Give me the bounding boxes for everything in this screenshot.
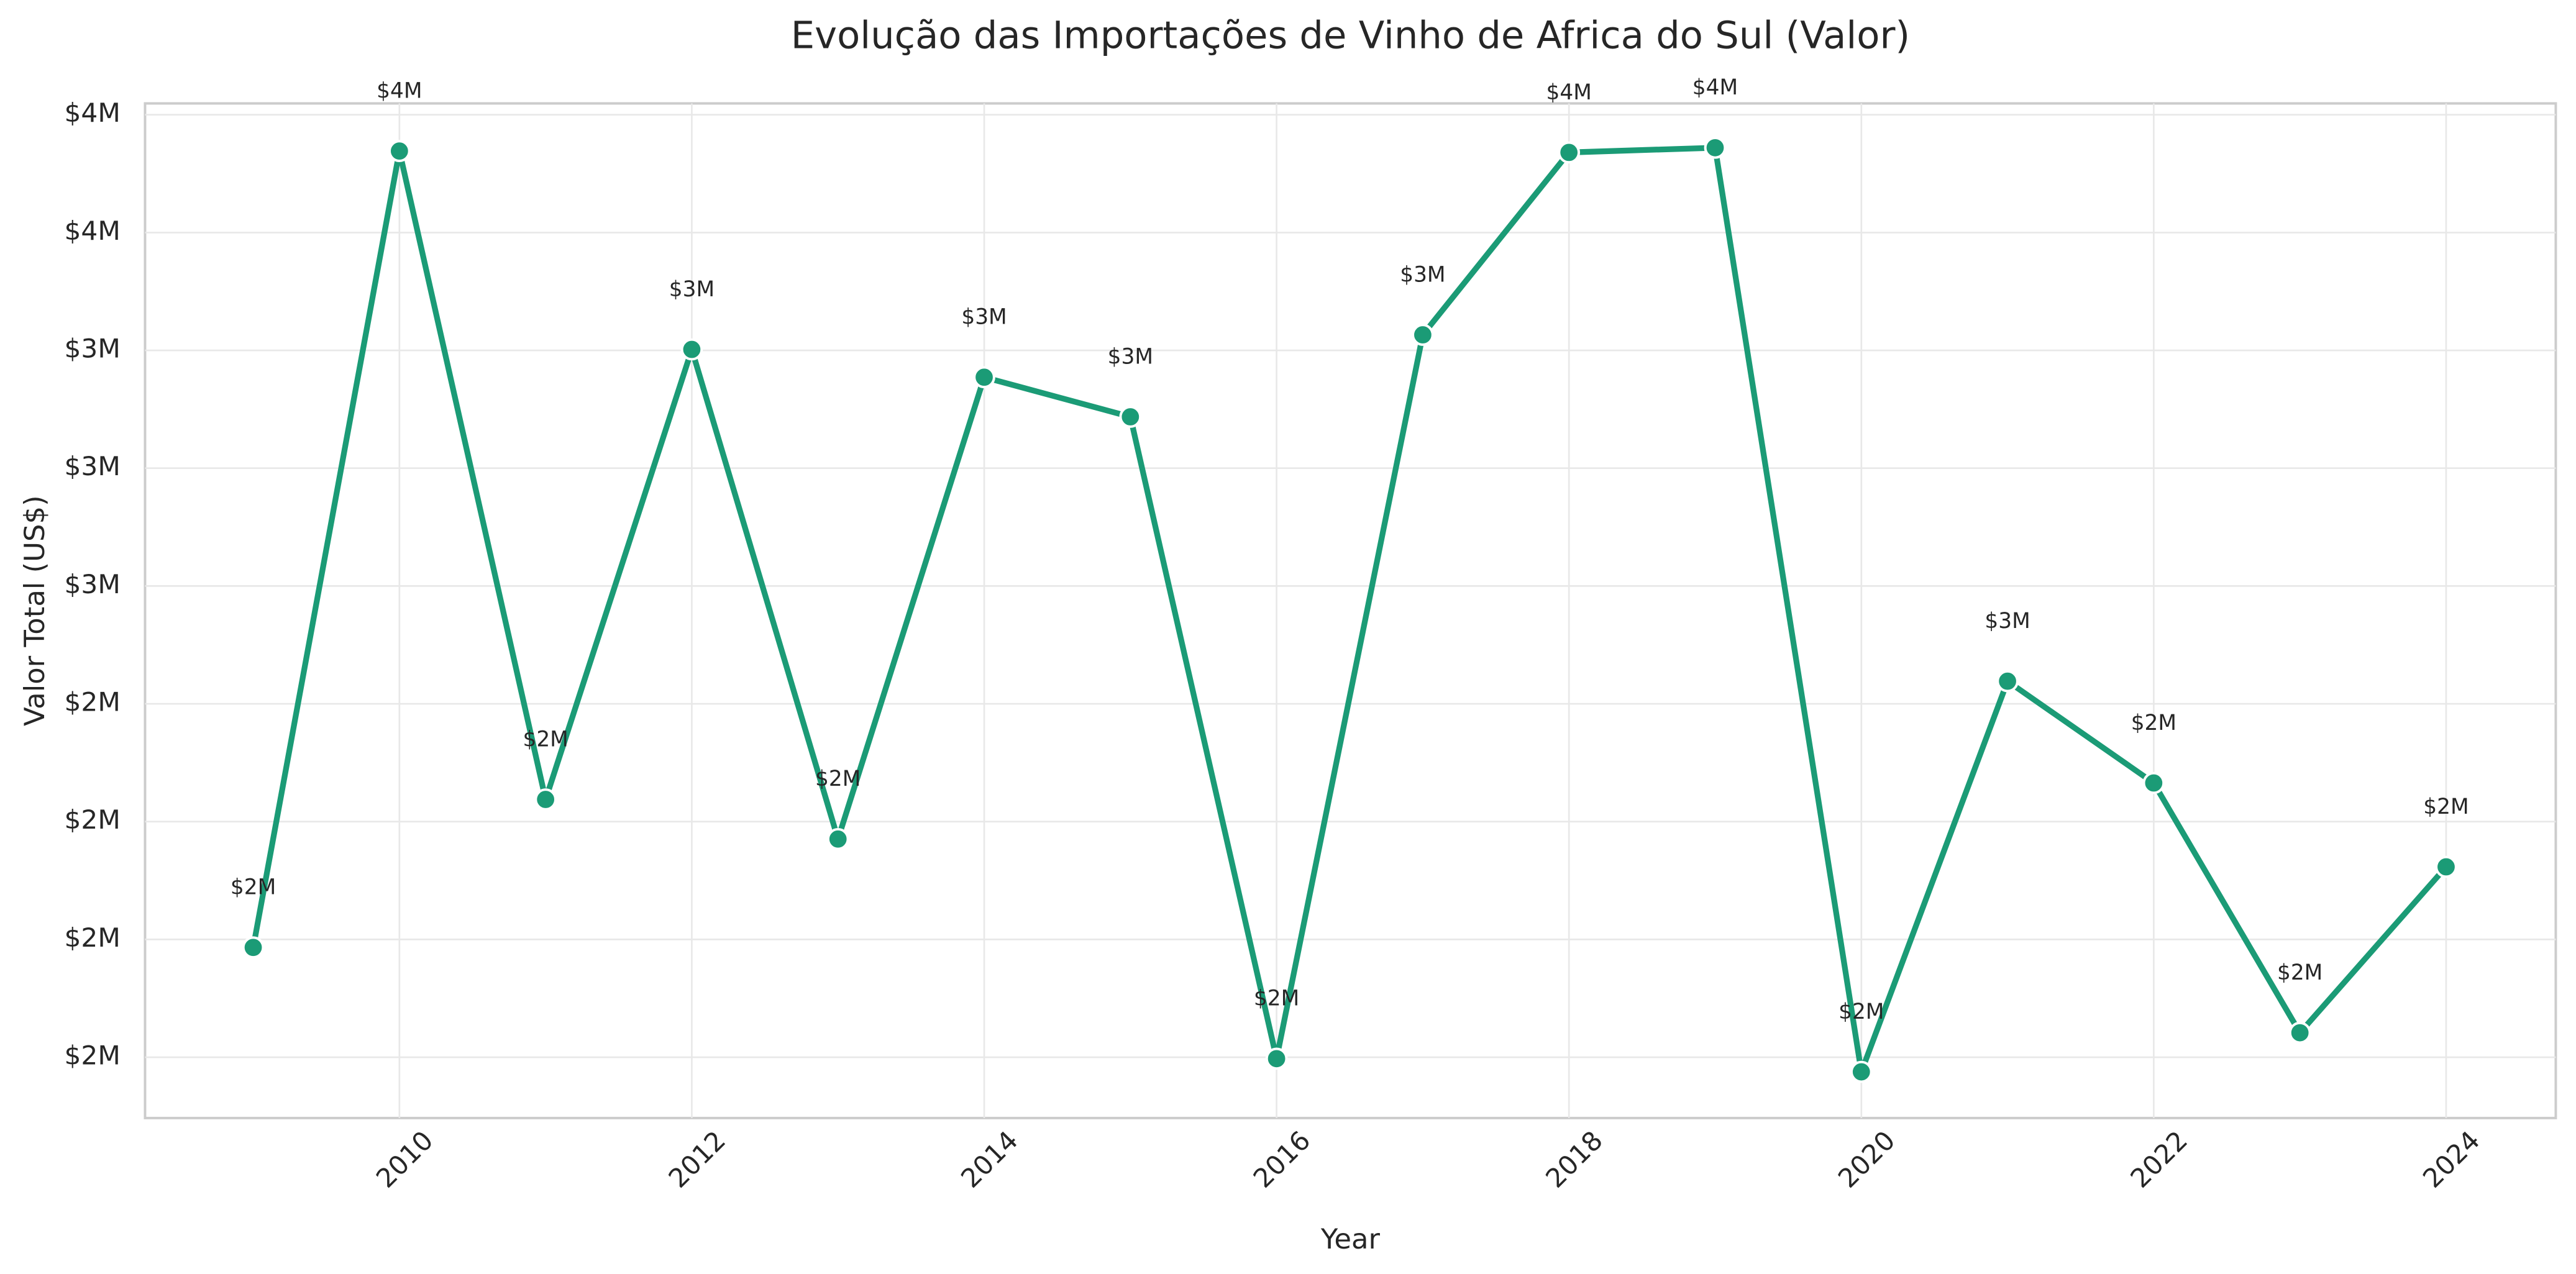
data-point: [1412, 324, 1434, 346]
data-point: [1850, 1060, 1873, 1083]
data-point: [534, 788, 557, 811]
plot-area: [144, 102, 2557, 1119]
y-tick-label: $4M: [65, 98, 121, 128]
x-axis-label: Year: [1320, 1222, 1381, 1255]
x-tick-label: 2020: [1832, 1125, 1901, 1194]
x-tick-label: 2022: [2124, 1125, 2193, 1194]
data-label: $3M: [1400, 262, 1445, 287]
data-line: [250, 145, 2449, 1075]
chart-title: Evolução das Importações de Vinho de Afr…: [791, 14, 1910, 57]
y-tick-label: $3M: [65, 569, 121, 599]
data-point: [2288, 1021, 2311, 1044]
y-tick-label: $4M: [65, 216, 121, 246]
data-point: [1996, 670, 2019, 693]
data-label: $2M: [231, 875, 276, 900]
data-point: [388, 140, 411, 162]
data-label: $2M: [815, 767, 861, 791]
y-tick-label: $2M: [65, 687, 121, 717]
x-tick-label: 2014: [955, 1125, 1024, 1194]
y-tick-label: $2M: [65, 922, 121, 953]
data-point: [242, 936, 265, 959]
data-point: [1265, 1047, 1288, 1070]
data-label: $2M: [2131, 711, 2176, 735]
y-tick-label: $3M: [65, 451, 121, 481]
y-tick-label: $3M: [65, 334, 121, 364]
data-label: $2M: [2423, 794, 2469, 819]
data-label: $4M: [377, 78, 422, 103]
data-label: $2M: [2277, 960, 2323, 985]
x-tick-label: 2018: [1540, 1125, 1609, 1194]
data-label: $4M: [1546, 80, 1592, 105]
x-tick-label: 2010: [370, 1125, 439, 1194]
data-point: [1704, 136, 1727, 159]
data-label: $3M: [1108, 344, 1153, 369]
data-point: [2142, 771, 2165, 794]
data-label: $4M: [1692, 75, 1738, 100]
x-tick-label: 2024: [2417, 1125, 2486, 1194]
data-label: $2M: [523, 727, 568, 752]
data-label: $2M: [1254, 986, 1299, 1011]
y-tick-label: $2M: [65, 1040, 121, 1071]
x-tick-label: 2016: [1248, 1125, 1317, 1194]
data-label: $3M: [669, 277, 715, 302]
data-point: [973, 366, 995, 389]
data-point: [1119, 406, 1142, 428]
data-label: $3M: [961, 305, 1007, 330]
data-point: [2435, 855, 2457, 878]
data-point: [826, 827, 849, 850]
y-axis-label: Valor Total (US$): [18, 495, 51, 726]
data-label: $2M: [1838, 999, 1884, 1024]
data-point: [680, 338, 703, 361]
data-point: [1558, 141, 1581, 164]
x-tick-label: 2012: [663, 1125, 732, 1194]
y-tick-label: $2M: [65, 804, 121, 835]
data-label: $3M: [1985, 609, 2030, 634]
